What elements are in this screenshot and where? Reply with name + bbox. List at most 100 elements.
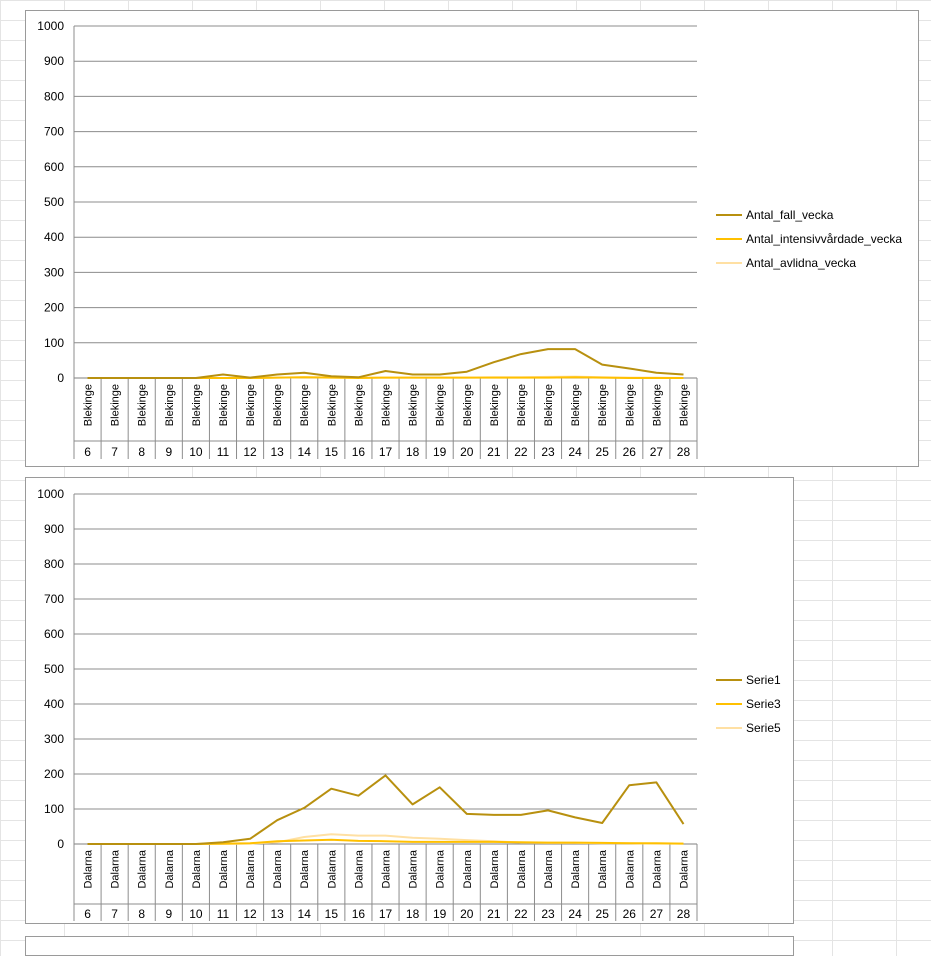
region-tick-label: Dalarna [597, 849, 609, 888]
week-tick-label: 11 [217, 445, 230, 459]
week-tick-label: 26 [623, 907, 637, 921]
y-tick-label: 600 [44, 627, 64, 641]
chart-next-partial[interactable] [25, 936, 794, 956]
region-tick-label: Blekinge [624, 384, 636, 426]
y-tick-label: 900 [44, 54, 64, 68]
region-tick-label: Blekinge [164, 384, 176, 426]
region-tick-label: Blekinge [245, 384, 257, 426]
legend-label: Serie5 [746, 721, 781, 735]
region-tick-label: Dalarna [543, 849, 555, 888]
week-tick-label: 22 [514, 907, 528, 921]
y-tick-label: 400 [44, 697, 64, 711]
week-tick-label: 12 [243, 445, 257, 459]
y-tick-label: 900 [44, 522, 64, 536]
region-tick-label: Dalarna [489, 849, 501, 888]
y-tick-label: 200 [44, 301, 64, 315]
chart-dalarna-svg: 0 100 200 300 400 500 600 700 800 900 1000 Dalarna 6… [37, 487, 781, 921]
week-tick-label: 8 [138, 445, 145, 459]
region-tick-label: Blekinge [516, 384, 528, 426]
region-tick-label: Blekinge [651, 384, 663, 426]
y-tick-label: 500 [44, 662, 64, 676]
region-tick-label: Blekinge [191, 384, 203, 426]
y-tick-label: 1000 [37, 19, 64, 33]
week-tick-label: 18 [406, 445, 420, 459]
region-tick-label: Blekinge [326, 384, 338, 426]
region-tick-label: Blekinge [83, 384, 95, 426]
region-tick-label: Blekinge [137, 384, 149, 426]
region-tick-label: Dalarna [516, 849, 528, 888]
chart-blekinge[interactable]: 0 100 200 300 400 500 600 700 800 900 1000 Blekinge… [25, 10, 919, 467]
week-tick-label: 6 [84, 907, 91, 921]
series-line-Antal_fall_vecka [87, 348, 684, 379]
region-tick-label: Blekinge [218, 384, 230, 426]
week-tick-label: 25 [596, 907, 610, 921]
y-tick-label: 300 [44, 265, 64, 279]
week-tick-label: 7 [111, 445, 118, 459]
week-tick-label: 10 [189, 907, 203, 921]
week-tick-label: 15 [325, 445, 339, 459]
week-tick-label: 7 [111, 907, 118, 921]
y-tick-label: 0 [57, 837, 64, 851]
week-tick-label: 23 [541, 907, 555, 921]
region-tick-label: Dalarna [272, 849, 284, 888]
y-tick-label: 700 [44, 592, 64, 606]
legend-label: Serie1 [746, 673, 781, 687]
region-tick-label: Blekinge [272, 384, 284, 426]
y-tick-label: 100 [44, 802, 64, 816]
week-tick-label: 26 [623, 445, 637, 459]
legend-label: Antal_intensivvårdade_vecka [746, 232, 902, 246]
chart-dalarna[interactable]: 0 100 200 300 400 500 600 700 800 900 1000 Dalarna 6… [25, 477, 794, 924]
legend-label: Antal_avlidna_vecka [746, 256, 856, 270]
week-tick-label: 16 [352, 907, 366, 921]
y-tick-label: 400 [44, 230, 64, 244]
region-tick-label: Blekinge [597, 384, 609, 426]
week-tick-label: 11 [217, 907, 230, 921]
week-tick-label: 16 [352, 445, 366, 459]
week-tick-label: 19 [433, 907, 447, 921]
y-tick-label: 800 [44, 557, 64, 571]
series-line-Serie1 [87, 774, 685, 845]
region-tick-label: Dalarna [191, 849, 203, 888]
region-tick-label: Blekinge [570, 384, 582, 426]
y-tick-label: 200 [44, 767, 64, 781]
week-tick-label: 19 [433, 445, 447, 459]
week-tick-label: 6 [84, 445, 91, 459]
week-tick-label: 9 [165, 445, 172, 459]
week-tick-label: 21 [487, 907, 501, 921]
week-tick-label: 8 [138, 907, 145, 921]
region-tick-label: Blekinge [462, 384, 474, 426]
region-tick-label: Dalarna [408, 849, 420, 888]
week-tick-label: 15 [325, 907, 339, 921]
legend-label: Antal_fall_vecka [746, 208, 834, 222]
week-tick-label: 27 [650, 445, 664, 459]
region-tick-label: Dalarna [353, 849, 365, 888]
week-tick-label: 24 [568, 907, 582, 921]
region-tick-label: Dalarna [326, 849, 338, 888]
region-tick-label: Dalarna [678, 849, 690, 888]
week-tick-label: 24 [568, 445, 582, 459]
region-tick-label: Dalarna [462, 849, 474, 888]
week-tick-label: 13 [270, 907, 284, 921]
y-tick-label: 700 [44, 125, 64, 139]
week-tick-label: 21 [487, 445, 501, 459]
week-tick-label: 23 [541, 445, 555, 459]
region-tick-label: Blekinge [110, 384, 122, 426]
y-tick-label: 100 [44, 336, 64, 350]
region-tick-label: Blekinge [299, 384, 311, 426]
week-tick-label: 28 [677, 445, 691, 459]
region-tick-label: Dalarna [299, 849, 311, 888]
region-tick-label: Blekinge [678, 384, 690, 426]
region-tick-label: Dalarna [218, 849, 230, 888]
week-tick-label: 22 [514, 445, 528, 459]
region-tick-label: Dalarna [110, 849, 122, 888]
region-tick-label: Dalarna [381, 849, 393, 888]
y-tick-label: 0 [57, 371, 64, 385]
region-tick-label: Blekinge [489, 384, 501, 426]
legend-label: Serie3 [746, 697, 781, 711]
week-tick-label: 17 [379, 445, 393, 459]
region-tick-label: Blekinge [435, 384, 447, 426]
week-tick-label: 9 [165, 907, 172, 921]
week-tick-label: 20 [460, 445, 474, 459]
region-tick-label: Blekinge [543, 384, 555, 426]
y-tick-label: 500 [44, 195, 64, 209]
